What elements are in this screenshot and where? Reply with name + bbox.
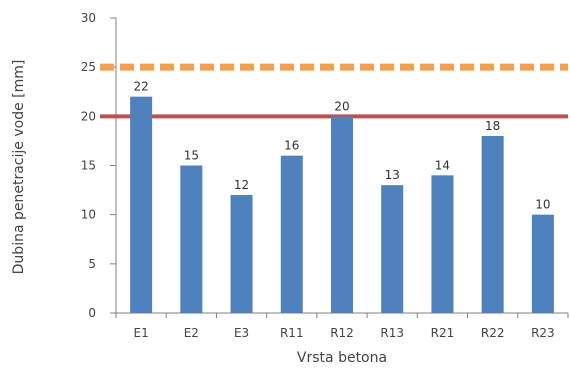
y-tick-label: 5 bbox=[88, 257, 96, 271]
data-labels: 22 15 12 16 20 13 14 18 10 bbox=[133, 80, 550, 212]
bar-E3 bbox=[230, 195, 253, 313]
y-tick-label: 10 bbox=[81, 208, 96, 222]
data-label-R12: 20 bbox=[334, 99, 349, 113]
data-label-R22: 18 bbox=[485, 119, 500, 133]
bar-E1 bbox=[130, 96, 153, 314]
data-label-R11: 16 bbox=[284, 139, 299, 153]
bar-R22 bbox=[481, 136, 504, 313]
x-axis: E1 E2 E3 R11 R12 R13 R21 R22 R23 bbox=[115, 312, 569, 340]
y-tick-label: 25 bbox=[81, 60, 96, 74]
data-label-R21: 14 bbox=[435, 158, 450, 172]
bar-R23 bbox=[531, 214, 554, 313]
y-tick-label: 30 bbox=[81, 11, 96, 25]
bar-R13 bbox=[381, 185, 404, 313]
x-tick-label: E3 bbox=[234, 326, 249, 340]
bar-R21 bbox=[431, 175, 454, 313]
bar-R11 bbox=[280, 155, 303, 313]
x-tick-label: R21 bbox=[431, 326, 455, 340]
y-axis-title: Dubina penetracije vode [mm] bbox=[11, 60, 27, 275]
bars bbox=[130, 96, 554, 314]
x-tick-label: R22 bbox=[481, 326, 505, 340]
x-axis-title: Vrsta betona bbox=[297, 350, 387, 366]
x-tick-label: E1 bbox=[134, 326, 149, 340]
y-tick-label: 0 bbox=[88, 306, 96, 320]
x-tick-label: R12 bbox=[330, 326, 354, 340]
y-axis: 0 5 10 15 20 25 30 bbox=[81, 11, 117, 320]
data-label-R23: 10 bbox=[535, 198, 550, 212]
x-tick-label: E2 bbox=[184, 326, 199, 340]
x-tick-label: R23 bbox=[531, 326, 555, 340]
x-tick-label: R11 bbox=[280, 326, 304, 340]
data-label-E2: 15 bbox=[184, 149, 199, 163]
y-tick-label: 15 bbox=[81, 159, 96, 173]
bar-E2 bbox=[180, 165, 203, 313]
bar-R12 bbox=[331, 116, 353, 313]
data-label-E3: 12 bbox=[234, 178, 249, 192]
data-label-R13: 13 bbox=[385, 168, 400, 182]
x-tick-label: R13 bbox=[380, 326, 404, 340]
y-tick-label: 20 bbox=[81, 109, 96, 123]
data-label-E1: 22 bbox=[133, 80, 148, 94]
